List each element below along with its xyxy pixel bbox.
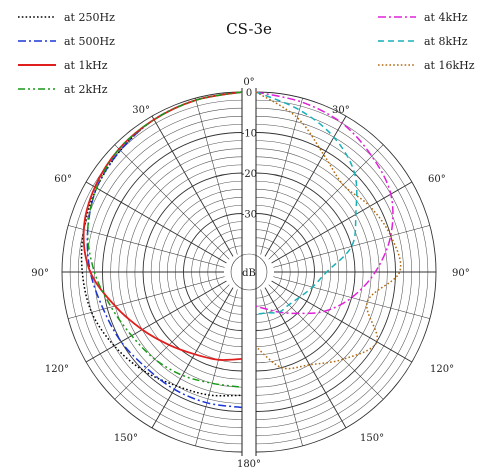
legend-label: at 4kHz	[424, 11, 468, 24]
angle-tick-label: 60°	[428, 174, 446, 185]
radial-tick-label: -10	[241, 129, 257, 140]
grid-spoke	[114, 144, 230, 260]
legend-right: at 4kHz at 8kHz at 16kHz	[378, 11, 475, 72]
grid-spoke	[151, 287, 234, 429]
angle-tick-label: 150°	[360, 433, 384, 444]
legend-label: at 16kHz	[424, 59, 475, 72]
series-line-at-8khz	[255, 91, 358, 316]
grid-spoke	[268, 284, 384, 400]
grid-spoke	[85, 181, 227, 264]
series-line-at-250hz	[80, 91, 243, 397]
series-line-at-4khz	[255, 91, 394, 315]
grid-spoke	[268, 144, 384, 260]
angle-tick-label: 120°	[430, 364, 454, 375]
angle-tick-label: 120°	[45, 364, 69, 375]
legend-left: at 250Hz at 500Hz at 1kHz at 2kHz	[18, 11, 115, 96]
tick-labels: 0° 30° 30° 60° 60° 90° 90° 120° 120° 150° 150° 180°…	[31, 77, 469, 470]
series-layer	[80, 91, 402, 409]
angle-tick-label: 30°	[332, 105, 350, 116]
grid-spoke	[68, 276, 225, 319]
legend-label: at 250Hz	[64, 11, 115, 24]
grid-spoke	[85, 280, 227, 363]
grid-spoke	[271, 280, 413, 363]
radial-tick-label: -30	[241, 210, 257, 221]
grid-spoke	[68, 225, 225, 268]
grid-ring-inner	[230, 253, 268, 291]
angle-tick-label: 30°	[132, 105, 150, 116]
angle-tick-label: 0°	[243, 77, 254, 88]
chart-title: CS-3e	[226, 20, 272, 38]
angle-tick-label: 90°	[452, 268, 470, 279]
grid-spoke	[151, 115, 234, 257]
angle-tick-label: 60°	[54, 174, 72, 185]
radial-tick-label: 0	[246, 88, 252, 99]
grid-spoke	[273, 225, 430, 268]
legend-label: at 2kHz	[64, 83, 108, 96]
grid-spoke	[195, 98, 238, 255]
legend-label: at 1kHz	[64, 59, 108, 72]
grid-spoke	[273, 276, 430, 319]
grid-spoke	[195, 289, 238, 446]
series-line-at-1khz	[82, 91, 243, 361]
grid-spoke	[264, 287, 347, 429]
legend-label: at 8kHz	[424, 35, 468, 48]
angle-tick-label: 150°	[114, 433, 138, 444]
radial-unit-label: dB	[242, 268, 256, 279]
grid-spoke	[271, 181, 413, 264]
radial-tick-label: -20	[241, 169, 257, 180]
grid-spoke	[264, 115, 347, 257]
grid-spoke	[260, 98, 303, 255]
angle-tick-label: 90°	[31, 268, 49, 279]
legend-label: at 500Hz	[64, 35, 115, 48]
angle-tick-label: 180°	[237, 459, 261, 470]
polar-grid	[61, 88, 437, 456]
grid-spoke	[114, 284, 230, 400]
